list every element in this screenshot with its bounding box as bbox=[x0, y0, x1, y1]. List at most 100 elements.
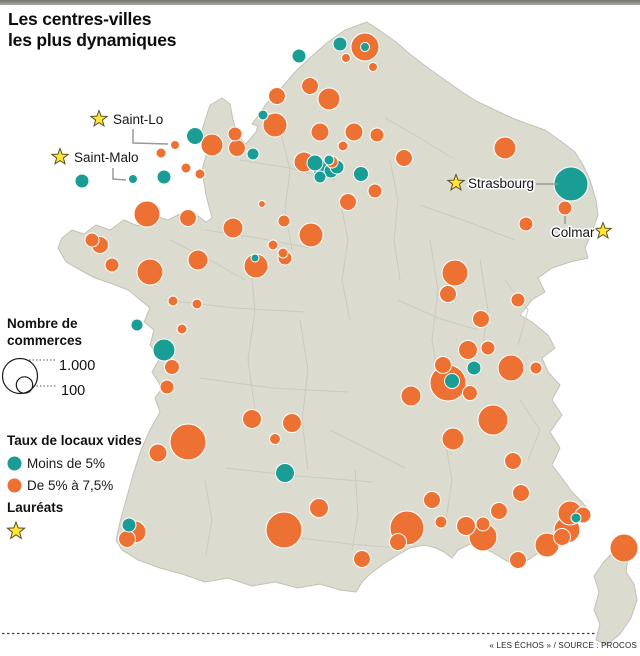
city-circle bbox=[337, 140, 349, 152]
city-circle bbox=[156, 169, 172, 185]
legend-item-under-5-label: Moins de 5% bbox=[27, 456, 106, 471]
city-circle bbox=[246, 147, 260, 161]
top-rule-bar bbox=[0, 0, 640, 5]
legend-item-under-5: Moins de 5% bbox=[7, 456, 147, 471]
city-circle bbox=[167, 295, 179, 307]
city-circle bbox=[227, 126, 243, 142]
laureate-labels-layer: Saint-Lo Saint-Malo Strasbourg Colmar bbox=[50, 109, 613, 242]
city-circle bbox=[389, 533, 407, 551]
city-circle bbox=[128, 174, 138, 184]
city-circle bbox=[339, 193, 357, 211]
city-circle bbox=[439, 285, 457, 303]
legend-item-5-to-7-label: De 5% à 7,5% bbox=[27, 478, 114, 493]
city-circle bbox=[458, 340, 478, 360]
city-circle bbox=[228, 139, 246, 157]
title-line-2: les plus dynamiques bbox=[8, 30, 177, 50]
corsica-outline bbox=[593, 549, 638, 646]
city-circle bbox=[323, 154, 335, 166]
legend-vacancy-heading: Taux de locaux vides bbox=[7, 433, 142, 448]
city-circle bbox=[118, 530, 136, 548]
legend-laureates-heading: Lauréats bbox=[7, 500, 64, 515]
laureate-star-icon bbox=[50, 147, 70, 166]
laureate-label: Colmar bbox=[551, 225, 595, 240]
city-circle bbox=[493, 136, 517, 160]
laureate-star-icon bbox=[89, 109, 109, 128]
laureate-label: Saint-Lo bbox=[113, 112, 163, 127]
city-circle bbox=[133, 200, 161, 228]
legend-size-big-value: 1.000 bbox=[59, 358, 95, 374]
city-circle bbox=[309, 498, 329, 518]
city-circle bbox=[306, 154, 324, 172]
laureate-star-icon bbox=[6, 520, 26, 540]
city-circle bbox=[570, 512, 582, 524]
city-circle bbox=[553, 528, 571, 546]
city-circle bbox=[344, 122, 364, 142]
city-circle bbox=[441, 259, 469, 287]
city-circle bbox=[490, 502, 508, 520]
city-circle bbox=[353, 550, 371, 568]
city-circle bbox=[332, 36, 348, 52]
city-circle bbox=[317, 87, 341, 111]
city-circle bbox=[257, 109, 269, 121]
city-circle bbox=[472, 310, 490, 328]
city-circle bbox=[497, 354, 525, 382]
title-line-1: Les centres-villes bbox=[8, 9, 152, 29]
city-circles-layer bbox=[74, 32, 639, 569]
city-circle bbox=[353, 166, 369, 182]
city-circle bbox=[518, 216, 534, 232]
city-circle bbox=[423, 491, 441, 509]
city-circle bbox=[164, 359, 180, 375]
city-circle bbox=[186, 127, 204, 145]
city-circle bbox=[557, 200, 573, 216]
city-circle bbox=[222, 217, 244, 239]
city-circle bbox=[155, 147, 167, 159]
legend-size-diagram: 1.000 100 bbox=[1, 357, 95, 399]
leader-line bbox=[132, 129, 169, 145]
city-circle bbox=[291, 48, 307, 64]
city-circle bbox=[121, 517, 137, 533]
city-circle bbox=[170, 140, 180, 150]
city-circle bbox=[510, 292, 526, 308]
city-circle bbox=[475, 516, 491, 532]
city-circle bbox=[480, 340, 496, 356]
laureate-saint-malo: Saint-Malo bbox=[50, 147, 140, 181]
legend-size-small-value: 100 bbox=[61, 383, 85, 399]
city-circle bbox=[298, 222, 324, 248]
city-circle bbox=[400, 385, 422, 407]
legend-laureate-star bbox=[6, 520, 26, 540]
city-circle bbox=[553, 166, 589, 202]
city-circle bbox=[277, 247, 289, 259]
city-circle bbox=[152, 338, 176, 362]
city-circle bbox=[609, 533, 639, 563]
source-credit: « LES ÉCHOS » / SOURCE : PROCOS bbox=[489, 641, 637, 650]
city-circle bbox=[179, 209, 197, 227]
city-circle bbox=[200, 133, 224, 157]
city-circle bbox=[250, 253, 260, 263]
city-circle bbox=[130, 318, 144, 332]
city-circle bbox=[136, 258, 164, 286]
city-circle bbox=[176, 323, 188, 335]
city-circle bbox=[360, 42, 370, 52]
leader-line bbox=[112, 168, 127, 181]
city-circle bbox=[191, 298, 203, 310]
city-circle bbox=[104, 257, 120, 273]
legend-laureates: Lauréats bbox=[7, 499, 107, 516]
city-circle bbox=[269, 433, 281, 445]
laureate-saint-lo: Saint-Lo bbox=[89, 109, 169, 145]
city-circle bbox=[262, 112, 288, 138]
city-circle bbox=[368, 62, 378, 72]
city-circle bbox=[282, 413, 302, 433]
city-circle bbox=[434, 515, 448, 529]
city-circle bbox=[456, 516, 476, 536]
city-circle bbox=[180, 162, 192, 174]
laureate-label: Saint-Malo bbox=[74, 150, 139, 165]
laureate-colmar: Colmar bbox=[550, 216, 613, 242]
laureate-strasbourg: Strasbourg bbox=[446, 173, 558, 193]
city-circle bbox=[310, 122, 330, 142]
city-circle bbox=[268, 87, 286, 105]
city-circle bbox=[275, 463, 295, 483]
teal-dot-icon bbox=[7, 456, 22, 471]
legend-commerce-count: Nombre de commerces bbox=[7, 315, 127, 349]
